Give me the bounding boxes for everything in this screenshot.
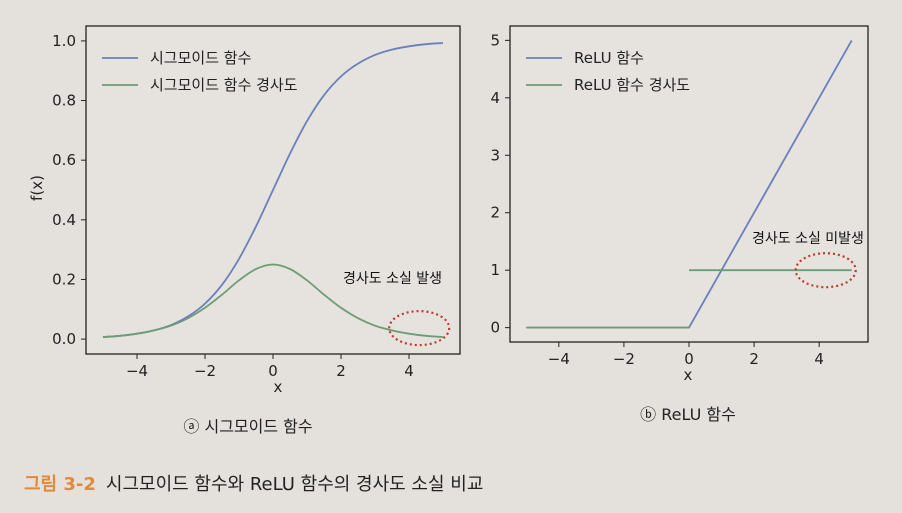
chart-subtitle: ⓐ 시그모이드 함수 [183,417,312,436]
legend-label: 시그모이드 함수 [150,49,251,67]
x-tick-label: 4 [404,362,414,380]
y-axis-label: f(x) [28,175,46,201]
y-tick-label: 0.0 [52,330,76,348]
figure-caption-text: 시그모이드 함수와 ReLU 함수의 경사도 소실 비교 [105,474,484,495]
y-tick-label: 2 [490,204,500,222]
figure-number: 그림 3-2 [24,474,96,495]
y-tick-label: 4 [490,89,500,107]
x-tick-label: 0 [268,362,278,380]
x-axis-label: x [684,366,693,384]
sigmoid-chart: −4 −2 0 2 4 0.0 0.2 0.4 0.6 0.8 1.0 x f(x) 시그모이드 함수시그… [28,25,461,436]
y-tick-label: 0.2 [52,270,76,288]
y-tick-label: 3 [490,146,500,164]
x-tick-label: −2 [613,350,635,368]
y-tick-label: 0.6 [52,151,76,169]
y-tick-label: 1.0 [52,32,76,50]
annotation-circle [794,252,857,289]
x-tick-label: −2 [194,362,216,380]
x-tick-label: 0 [684,350,694,368]
series-line-2 [102,263,444,338]
legend-label: 시그모이드 함수 경사도 [150,76,298,94]
y-tick-label: 1 [490,261,500,279]
y-tick-label: 0.8 [52,92,76,110]
annotation-circle [388,310,451,347]
x-tick-label: 2 [336,362,346,380]
figure-caption: 그림 3-2 시그모이드 함수와 ReLU 함수의 경사도 소실 비교 [24,470,483,496]
y-tick-label: 5 [490,31,500,49]
x-tick-label: 4 [814,350,824,368]
legend-label: ReLU 함수 경사도 [574,76,690,94]
plot-frame [509,25,869,343]
x-tick-label: 2 [749,350,759,368]
chart-subtitle: ⓑ ReLU 함수 [640,405,736,424]
annotation-label: 경사도 소실 발생 [343,271,442,287]
y-tick-label: 0.4 [52,211,76,229]
legend-label: ReLU 함수 [574,49,644,67]
y-tick-label: 0 [490,319,500,337]
annotation-label: 경사도 소실 미발생 [752,231,864,247]
x-tick-label: −4 [548,350,570,368]
x-tick-label: −4 [126,362,148,380]
x-axis-label: x [274,378,283,396]
